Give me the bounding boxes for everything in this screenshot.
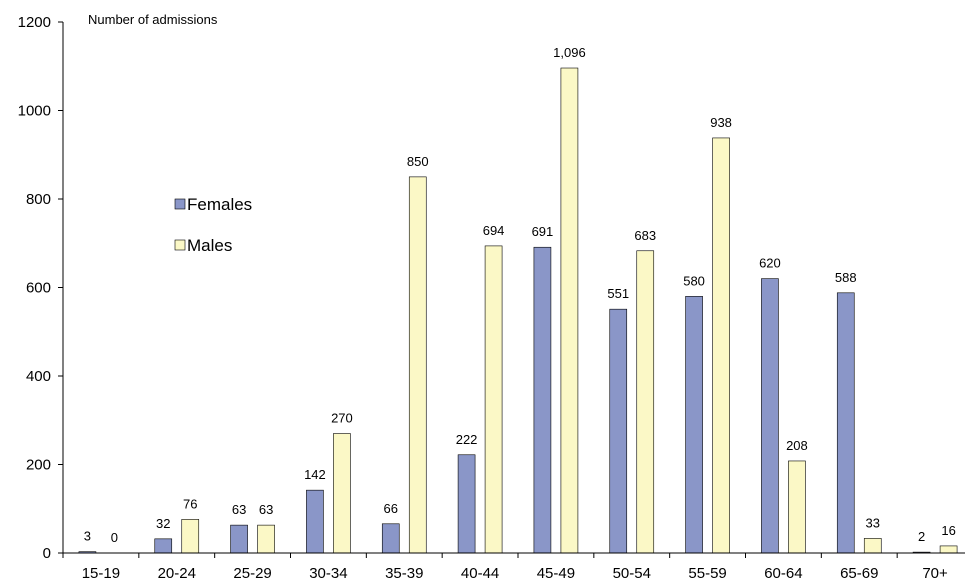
y-tick-label: 400 [26,368,51,385]
bar-females-25-29 [230,524,248,554]
bar-males-20-24 [181,519,200,554]
x-tick-label: 30-34 [309,565,347,582]
bar-females-50-54 [609,308,628,554]
y-tick-label: 200 [26,457,51,474]
bar-males-55-59 [712,137,730,554]
bar-females-45-49 [533,246,552,554]
x-axis-tick-labels: 15-19 20-24 25-29 30-34 35-39 40-44 45-49 50-54… [62,553,948,582]
data-labels: 3 0 32 76 63 63 142 270 66 850 222 694 691 1,096 551 68… [84,45,956,545]
data-label-males-50-54: 683 [634,228,656,243]
data-label-males-20-24: 76 [183,496,197,511]
data-label-females-60-64: 620 [759,256,781,271]
data-label-males-15-19: 0 [111,530,118,545]
x-tick-label: 25-29 [233,565,271,582]
bar-females-35-39 [381,523,400,554]
legend-swatch-males [174,239,186,251]
x-tick-label: 70+ [922,565,948,582]
x-tick-label: 40-44 [461,565,499,582]
y-tick-label: 0 [43,545,51,562]
bars [78,67,958,554]
bar-males-40-44 [484,245,503,554]
data-label-females-55-59: 580 [683,273,705,288]
bar-males-35-39 [408,176,427,554]
bar-males-30-34 [333,433,351,554]
x-tick-label: 45-49 [537,565,575,582]
bar-females-30-34 [306,489,324,554]
bar-females-60-64 [761,278,779,554]
bar-males-65-69 [863,538,882,554]
bar-females-20-24 [154,538,173,554]
bar-males-70+ [939,545,958,554]
data-label-females-40-44: 222 [456,432,478,447]
legend-label-males: Males [187,236,232,255]
legend-swatch-females [174,198,186,210]
y-axis-label: Number of admissions [88,12,218,27]
y-tick-label: 1000 [18,103,51,120]
data-label-females-45-49: 691 [532,224,554,239]
bar-males-60-64 [788,460,806,554]
x-tick-label: 65-69 [840,565,878,582]
data-label-females-35-39: 66 [384,501,398,516]
bar-males-50-54 [636,250,655,554]
data-label-females-20-24: 32 [156,516,170,531]
y-tick-label: 800 [26,191,51,208]
data-label-females-65-69: 588 [835,270,857,285]
x-tick-label: 55-59 [688,565,726,582]
bar-males-25-29 [257,524,275,554]
data-label-males-25-29: 63 [259,502,273,517]
data-label-males-60-64: 208 [786,438,808,453]
x-tick-label: 35-39 [385,565,423,582]
data-label-females-25-29: 63 [232,502,246,517]
data-label-females-50-54: 551 [607,286,629,301]
data-label-females-70+: 2 [918,529,925,544]
x-tick-label: 50-54 [613,565,651,582]
data-label-females-15-19: 3 [84,529,91,544]
legend-label-females: Females [187,195,252,214]
data-label-males-40-44: 694 [483,223,505,238]
y-axis-ticks: 0 200 400 600 800 1000 1200 [18,14,63,562]
data-label-females-30-34: 142 [304,467,326,482]
x-tick-label: 60-64 [764,565,802,582]
x-tick-label: 15-19 [82,565,120,582]
y-tick-label: 1200 [18,14,51,31]
bar-males-45-49 [560,67,579,554]
data-label-males-45-49: 1,096 [553,45,586,60]
bar-females-55-59 [685,296,703,554]
data-label-males-65-69: 33 [866,515,880,530]
bar-females-40-44 [457,454,476,554]
y-tick-label: 600 [26,280,51,297]
bar-females-65-69 [836,292,855,554]
data-label-males-55-59: 938 [710,115,732,130]
data-label-males-35-39: 850 [407,154,429,169]
legend: Females Males [174,195,252,255]
data-label-males-30-34: 270 [331,411,353,426]
data-label-males-70+: 16 [941,523,955,538]
x-tick-label: 20-24 [158,565,196,582]
